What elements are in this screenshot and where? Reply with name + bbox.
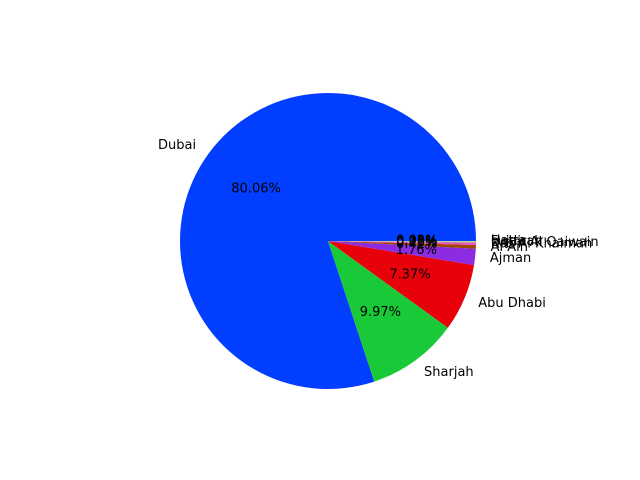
slice-label-ras-al-khaimah: Ras Al Khaimah [491, 237, 592, 252]
slice-label-fujairah: Fujairah [491, 234, 543, 249]
slice-sharjah [328, 241, 448, 382]
slice-pct-sharjah: 9.97% [360, 305, 401, 320]
slice-ajman [328, 241, 476, 266]
slice-pct-umm-al-qaiwain: 0.10% [396, 234, 437, 249]
slice-label-al-ain: Al Ain [491, 240, 528, 255]
slice-label-sharjah: Sharjah [424, 365, 474, 380]
slice-umm-al-qaiwain [328, 241, 476, 243]
slice-pct-ras-al-khaimah: 0.23% [396, 235, 437, 250]
slice-pct-al-ain: 0.41% [396, 237, 437, 252]
slice-pct-dubai: 80.06% [231, 181, 281, 196]
slice-label-abu-dhabi: Abu Dhabi [478, 296, 546, 311]
slice-fujairah [328, 241, 477, 242]
slice-pct-fujairah: 0.08% [396, 234, 437, 249]
slice-dubai [179, 92, 477, 389]
slice-label-dubai: Dubai [158, 138, 196, 153]
slice-ras-al-khaimah [328, 241, 476, 245]
pie-labels: Dubai 80.06% Sharjah 9.97% Abu Dhabi 7.37% Ajm… [158, 138, 599, 380]
slice-label-ajman: Ajman [490, 251, 531, 266]
slice-label-hatta: Hatta [491, 234, 527, 249]
slice-pct-hatta: 0.02% [396, 234, 437, 249]
slice-pct-abu-dhabi: 7.37% [389, 268, 430, 283]
slice-abu-dhabi [328, 241, 475, 328]
slice-al-ain [328, 241, 476, 249]
pie-slices [179, 92, 477, 389]
slice-pct-ajman: 1.76% [396, 243, 437, 258]
slice-label-umm-al-qaiwain: Umm Al Qaiwain [491, 235, 599, 250]
